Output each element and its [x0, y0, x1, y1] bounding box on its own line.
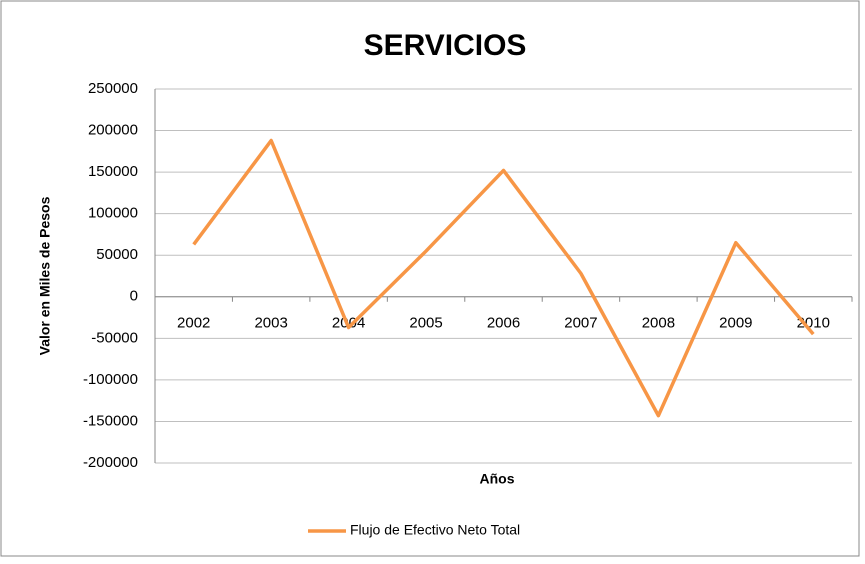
y-tick-label: 150000 — [88, 163, 138, 180]
y-tick-label: -50000 — [91, 329, 138, 346]
y-tick-label: -200000 — [83, 454, 138, 471]
x-tick-label: 2009 — [719, 315, 752, 332]
x-tick-label: 2002 — [177, 315, 210, 332]
line-series — [192, 138, 815, 418]
legend-label: Flujo de Efectivo Neto Total — [350, 522, 520, 538]
y-tick-label: 200000 — [88, 122, 138, 139]
y-tick-label: 0 — [130, 288, 138, 305]
y-tick-label: -100000 — [83, 371, 138, 388]
y-tick-label: 50000 — [96, 246, 138, 263]
y-tick-label: 100000 — [88, 205, 138, 222]
x-tick-label: 2005 — [409, 315, 442, 332]
y-tick-label: 250000 — [88, 80, 138, 97]
y-axis-label: Valor en Miles de Pesos — [37, 196, 53, 355]
x-axis-label: Años — [480, 471, 515, 487]
x-tick-label: 2006 — [487, 315, 520, 332]
y-tick-label: -150000 — [83, 412, 138, 429]
x-tick-label: 2010 — [797, 315, 830, 332]
x-tick-label: 2003 — [254, 315, 287, 332]
chart-title: SERVICIOS — [364, 29, 527, 62]
x-tick-label: 2007 — [564, 315, 597, 332]
x-tick-label: 2008 — [642, 315, 675, 332]
